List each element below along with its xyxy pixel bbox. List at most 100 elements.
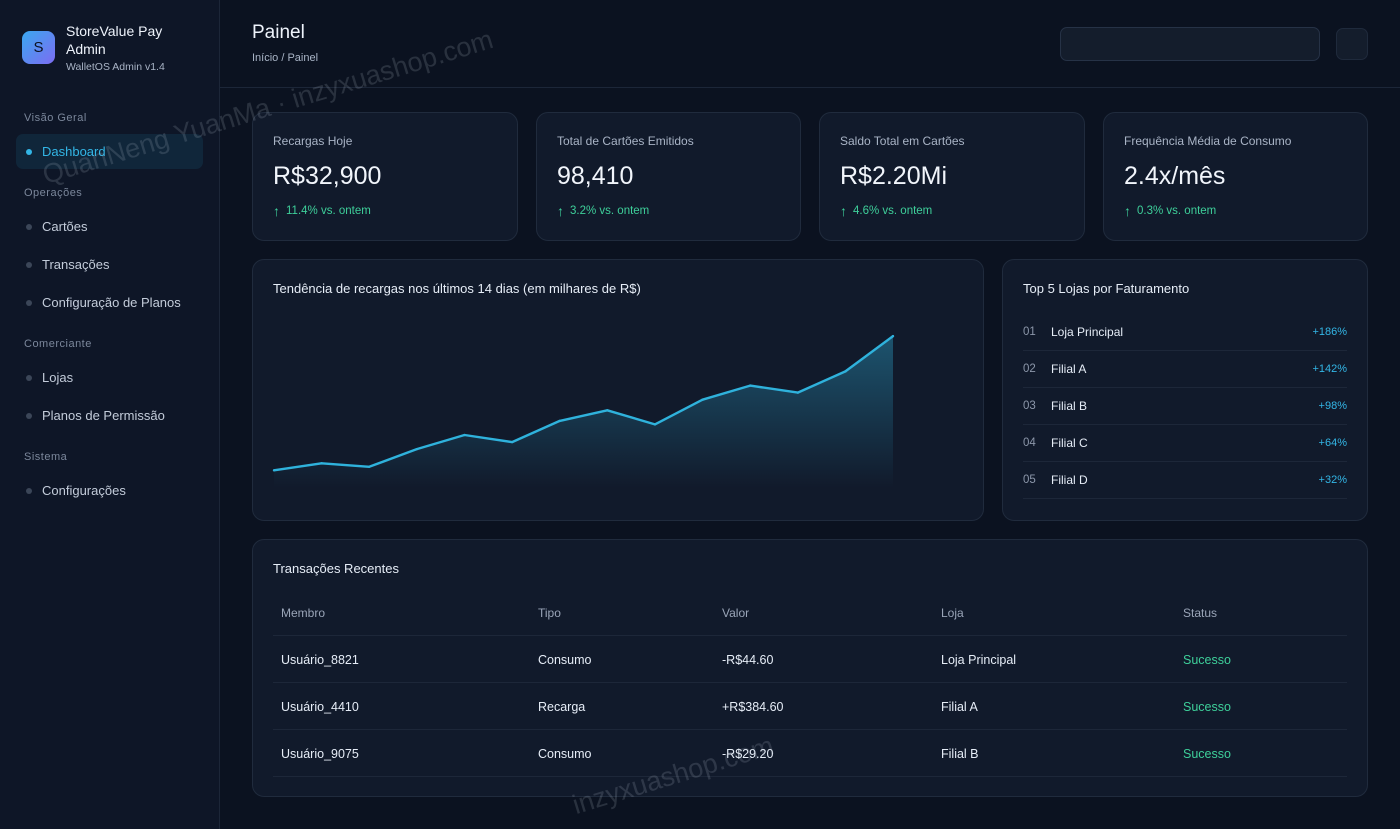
store-name: Filial D bbox=[1051, 473, 1088, 487]
store-name: Filial C bbox=[1051, 436, 1088, 450]
brand: S StoreValue Pay Admin WalletOS Admin v1… bbox=[22, 22, 186, 73]
nav-section-system: Sistema bbox=[24, 451, 68, 463]
cell-amount: +R$384.60 bbox=[722, 699, 784, 714]
transactions-card: Transações Recentes Membro Tipo Valor Lo… bbox=[252, 539, 1368, 797]
nav-dot-icon bbox=[26, 223, 32, 230]
brand-name: StoreValue Pay Admin bbox=[66, 23, 163, 57]
stat-value: R$32,900 bbox=[273, 162, 382, 190]
nav-dot-icon bbox=[26, 412, 32, 419]
chart-point-11 bbox=[748, 384, 752, 387]
header-action-button[interactable] bbox=[1336, 28, 1368, 60]
cell-type: Recarga bbox=[538, 699, 586, 714]
stat-label: Saldo Total em Cartões bbox=[840, 134, 965, 148]
arrow-up-icon: ↑ bbox=[840, 203, 847, 219]
stat-card-frequency: Frequência Média de Consumo 2.4x/mês ↑ 0… bbox=[1103, 112, 1368, 241]
column-header: Membro bbox=[281, 605, 326, 620]
list-item: 05 Filial D +32% bbox=[1023, 462, 1347, 499]
stat-change: ↑ 0.3% vs. ontem bbox=[1124, 203, 1216, 219]
stat-label: Recargas Hoje bbox=[273, 134, 353, 148]
cell-store: Filial B bbox=[941, 746, 979, 761]
top-stores-title: Top 5 Lojas por Faturamento bbox=[1023, 281, 1190, 296]
chart-point-4 bbox=[415, 447, 419, 451]
stat-change-text: 0.3% vs. ontem bbox=[1137, 205, 1217, 217]
brand-version: WalletOS Admin v1.4 bbox=[66, 61, 165, 73]
stat-change: ↑ 11.4% vs. ontem bbox=[273, 203, 371, 219]
column-header: Loja bbox=[941, 605, 964, 620]
cell-member: Usuário_8821 bbox=[281, 652, 359, 667]
column-header: Tipo bbox=[538, 605, 561, 620]
page-title: Painel bbox=[252, 22, 305, 43]
store-growth: +186% bbox=[1312, 326, 1347, 338]
chart-title: Tendência de recargas nos últimos 14 dia… bbox=[273, 281, 641, 296]
store-growth: +98% bbox=[1318, 400, 1347, 412]
trend-chart bbox=[272, 334, 895, 488]
column-header: Status bbox=[1183, 605, 1218, 620]
chart-point-2 bbox=[320, 462, 323, 465]
cell-type: Consumo bbox=[538, 652, 592, 667]
stat-label: Total de Cartões Emitidos bbox=[557, 134, 694, 148]
stat-change-text: 3.2% vs. ontem bbox=[570, 205, 650, 217]
stat-card-cards-issued: Total de Cartões Emitidos 98,410 ↑ 3.2% … bbox=[536, 112, 801, 241]
arrow-up-icon: ↑ bbox=[557, 203, 564, 219]
sidebar-item-label: Planos de Permissão bbox=[42, 408, 165, 423]
cell-member: Usuário_4410 bbox=[281, 699, 359, 714]
sidebar-item-label: Cartões bbox=[42, 219, 88, 234]
breadcrumb: Início / Painel bbox=[252, 52, 319, 64]
table-row[interactable]: Usuário_9075 Consumo -R$29.20 Filial B S… bbox=[273, 730, 1347, 777]
sidebar-item-label: Lojas bbox=[42, 370, 74, 385]
table-row[interactable]: Usuário_4410 Recarga +R$384.60 Filial A … bbox=[273, 683, 1347, 730]
cell-store: Filial A bbox=[941, 699, 978, 714]
sidebar-item-stores[interactable]: Lojas bbox=[16, 360, 203, 395]
store-name: Filial A bbox=[1051, 362, 1087, 376]
sidebar-item-dashboard[interactable]: Dashboard bbox=[16, 134, 203, 169]
sidebar-item-plan-config[interactable]: Configuração de Planos bbox=[16, 285, 203, 320]
stat-change-text: 11.4% vs. ontem bbox=[286, 205, 371, 217]
cell-type: Consumo bbox=[538, 746, 592, 761]
chart-point-1 bbox=[272, 469, 276, 472]
sidebar-item-label: Transações bbox=[42, 257, 110, 272]
store-rank: 01 bbox=[1023, 326, 1036, 338]
store-growth: +142% bbox=[1312, 363, 1347, 375]
stat-value: 2.4x/mês bbox=[1124, 162, 1226, 190]
brand-logo: S bbox=[22, 31, 55, 64]
store-rank: 03 bbox=[1023, 400, 1036, 412]
nav-dot-icon bbox=[26, 299, 32, 306]
nav-section-merchant: Comerciante bbox=[24, 338, 92, 350]
table-row[interactable]: Usuário_8821 Consumo -R$44.60 Loja Princ… bbox=[273, 636, 1347, 683]
sidebar-item-cards[interactable]: Cartões bbox=[16, 209, 203, 244]
store-growth: +32% bbox=[1318, 474, 1347, 486]
list-item: 02 Filial A +142% bbox=[1023, 351, 1347, 388]
sidebar-item-label: Dashboard bbox=[42, 144, 106, 159]
list-item: 03 Filial B +98% bbox=[1023, 388, 1347, 425]
stat-card-balance: Saldo Total em Cartões R$2.20Mi ↑ 4.6% v… bbox=[819, 112, 1085, 241]
search-input[interactable] bbox=[1060, 27, 1320, 61]
sidebar-item-label: Configuração de Planos bbox=[42, 295, 181, 310]
sidebar-item-label: Configurações bbox=[42, 483, 126, 498]
sidebar-item-settings[interactable]: Configurações bbox=[16, 473, 203, 508]
arrow-up-icon: ↑ bbox=[273, 203, 280, 219]
sidebar: S StoreValue Pay Admin WalletOS Admin v1… bbox=[0, 0, 220, 829]
stat-label: Frequência Média de Consumo bbox=[1124, 134, 1292, 148]
nav-section-operations: Operações bbox=[24, 187, 83, 199]
chart-point-13 bbox=[844, 370, 847, 373]
arrow-up-icon: ↑ bbox=[1124, 203, 1131, 219]
chart-point-5 bbox=[463, 433, 466, 437]
store-growth: +64% bbox=[1318, 437, 1347, 449]
list-item: 04 Filial C +64% bbox=[1023, 425, 1347, 462]
column-header: Valor bbox=[722, 605, 750, 620]
chart-point-14 bbox=[891, 334, 895, 338]
cell-amount: -R$29.20 bbox=[722, 746, 774, 761]
sidebar-item-transactions[interactable]: Transações bbox=[16, 247, 203, 282]
chart-point-6 bbox=[510, 440, 514, 444]
store-rank: 02 bbox=[1023, 363, 1036, 375]
chart-point-10 bbox=[701, 398, 704, 401]
chart-point-12 bbox=[796, 391, 799, 394]
sidebar-item-permission-plans[interactable]: Planos de Permissão bbox=[16, 398, 203, 433]
store-rank: 04 bbox=[1023, 437, 1036, 449]
nav-dot-icon bbox=[26, 148, 32, 155]
nav-dot-icon bbox=[26, 487, 32, 494]
chart-point-3 bbox=[368, 465, 371, 469]
stat-change: ↑ 3.2% vs. ontem bbox=[557, 203, 649, 219]
status-badge: Sucesso bbox=[1183, 652, 1231, 667]
top-stores-card: Top 5 Lojas por Faturamento 01 Loja Prin… bbox=[1002, 259, 1368, 521]
